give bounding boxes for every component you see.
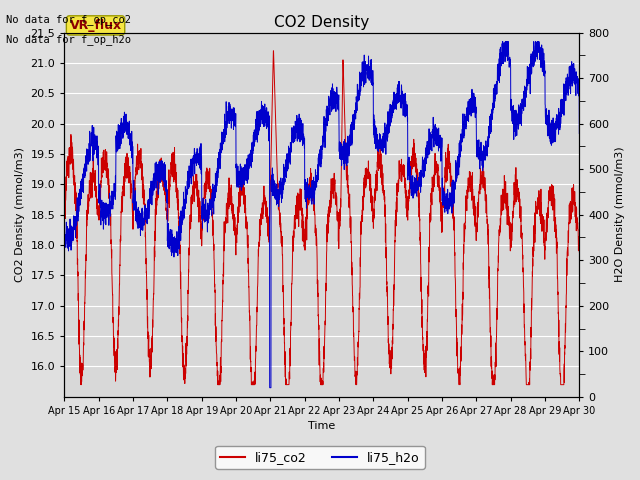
Y-axis label: CO2 Density (mmol/m3): CO2 Density (mmol/m3)	[15, 147, 25, 282]
Y-axis label: H2O Density (mmol/m3): H2O Density (mmol/m3)	[615, 147, 625, 283]
Legend: li75_co2, li75_h2o: li75_co2, li75_h2o	[215, 446, 425, 469]
Text: VR_flux: VR_flux	[70, 19, 122, 32]
Text: No data for f_op_co2: No data for f_op_co2	[6, 14, 131, 25]
X-axis label: Time: Time	[308, 421, 335, 432]
Text: No data for f_op_h2o: No data for f_op_h2o	[6, 34, 131, 45]
Title: CO2 Density: CO2 Density	[274, 15, 369, 30]
